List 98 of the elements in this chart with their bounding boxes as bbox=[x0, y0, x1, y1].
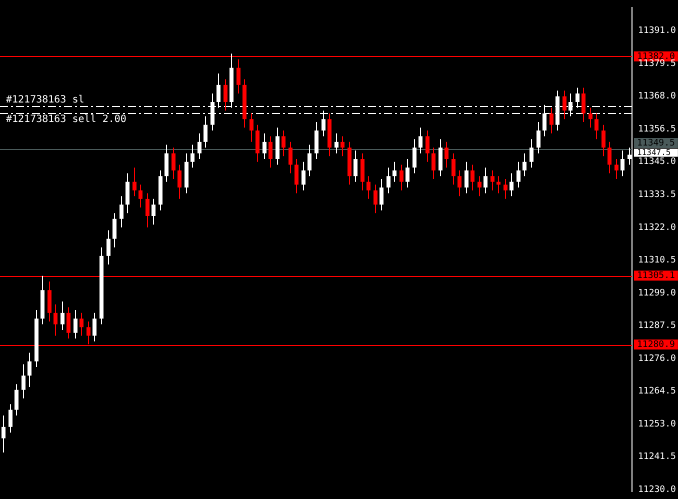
candlestick bbox=[530, 138, 534, 168]
candlestick bbox=[126, 172, 130, 214]
candlestick bbox=[614, 158, 618, 180]
candlestick bbox=[120, 196, 124, 228]
candlestick bbox=[2, 415, 6, 454]
candlestick bbox=[112, 212, 116, 248]
candlestick bbox=[198, 132, 202, 160]
candlestick bbox=[28, 352, 32, 388]
candlestick bbox=[510, 172, 514, 197]
candlestick bbox=[282, 130, 286, 157]
candlestick bbox=[146, 192, 150, 228]
candlestick bbox=[236, 58, 240, 94]
y-tick-label: 11333.5 bbox=[638, 190, 676, 200]
y-tick-label: 11368.0 bbox=[638, 92, 676, 102]
candlestick bbox=[288, 141, 292, 174]
candlestick bbox=[340, 136, 344, 157]
y-tick-label: 11356.5 bbox=[638, 124, 676, 134]
ref-line-label: 11280.9 bbox=[637, 340, 675, 350]
candlestick bbox=[602, 124, 606, 157]
candlestick bbox=[562, 90, 566, 120]
candlestick bbox=[268, 136, 272, 168]
candlestick bbox=[8, 404, 12, 434]
y-tick-label: 11299.0 bbox=[638, 288, 676, 298]
y-tick-label: 11391.0 bbox=[638, 26, 676, 36]
y-tick-label: 11345.0 bbox=[638, 157, 676, 168]
candlestick bbox=[276, 127, 280, 166]
candlestick bbox=[620, 150, 624, 177]
y-tick-label: 11287.5 bbox=[638, 321, 676, 332]
candlestick bbox=[490, 170, 494, 191]
candlestick bbox=[392, 161, 396, 182]
candlestick bbox=[438, 138, 442, 177]
y-tick-label: 11264.5 bbox=[638, 386, 676, 397]
candlestick bbox=[262, 132, 266, 160]
candlestick bbox=[48, 281, 52, 322]
candlestick bbox=[522, 152, 526, 177]
candlestick bbox=[550, 107, 554, 134]
candlestick bbox=[432, 147, 436, 180]
candlestick bbox=[132, 167, 136, 197]
candlestick bbox=[464, 161, 468, 194]
candlestick bbox=[608, 141, 612, 174]
y-tick-label: 11310.5 bbox=[638, 256, 676, 266]
candlestick bbox=[294, 158, 298, 194]
candlestick bbox=[256, 124, 260, 162]
candlestick bbox=[594, 112, 598, 140]
candlestick bbox=[426, 130, 430, 162]
y-tick-label: 11241.5 bbox=[638, 452, 676, 462]
ref-line-label: #121738163 sell 2.00 bbox=[6, 114, 126, 126]
candlestick bbox=[366, 176, 370, 200]
candlestick bbox=[406, 158, 410, 188]
candlestick bbox=[74, 310, 78, 340]
candlestick bbox=[302, 161, 306, 191]
candlestick bbox=[386, 167, 390, 194]
candlestick bbox=[178, 164, 182, 200]
y-tick-label: 11322.0 bbox=[638, 222, 676, 233]
candlestick bbox=[536, 121, 540, 154]
candlestick bbox=[152, 198, 156, 226]
candlestick bbox=[92, 312, 96, 342]
ref-line-label: #121738163 sl bbox=[6, 94, 84, 106]
candlestick bbox=[470, 164, 474, 191]
y-tick-label: 11276.0 bbox=[638, 354, 676, 364]
candlestick bbox=[66, 306, 70, 340]
candlestick bbox=[60, 301, 64, 331]
candlestick bbox=[452, 152, 456, 186]
ref-line-label: 11349.5 bbox=[637, 138, 675, 148]
candlestick bbox=[250, 112, 254, 142]
y-tick-label: 11253.0 bbox=[638, 419, 676, 430]
candlestick bbox=[314, 121, 318, 160]
candlestick bbox=[504, 178, 508, 200]
candlestick bbox=[138, 184, 142, 208]
candlestick bbox=[458, 170, 462, 197]
candlestick bbox=[22, 364, 26, 399]
candlestick bbox=[516, 161, 520, 188]
candlestick bbox=[412, 138, 416, 174]
candlestick bbox=[400, 164, 404, 191]
candlestick bbox=[80, 312, 84, 336]
candlestick bbox=[582, 87, 586, 122]
candlestick bbox=[354, 150, 358, 182]
candlestick bbox=[374, 184, 378, 214]
candlestick bbox=[478, 176, 482, 197]
candlestick bbox=[418, 127, 422, 154]
candlestick bbox=[224, 78, 228, 112]
text: 11347.5 bbox=[637, 148, 671, 157]
candlestick bbox=[360, 152, 364, 191]
candlestick bbox=[380, 178, 384, 211]
candlestick bbox=[164, 144, 168, 182]
candlestick bbox=[204, 116, 208, 148]
ref-line-label: 11305.1 bbox=[637, 270, 675, 281]
y-tick-label: 11230.0 bbox=[638, 484, 676, 495]
candlestick bbox=[308, 144, 312, 177]
candlestick bbox=[14, 384, 18, 416]
candlestick bbox=[444, 141, 448, 168]
candlestick bbox=[334, 132, 338, 154]
candlestick bbox=[484, 167, 488, 194]
candlestick bbox=[106, 230, 110, 265]
candlestick bbox=[172, 147, 176, 180]
candlestick bbox=[190, 144, 194, 168]
candlestick bbox=[588, 107, 592, 128]
candlestick bbox=[54, 304, 58, 336]
